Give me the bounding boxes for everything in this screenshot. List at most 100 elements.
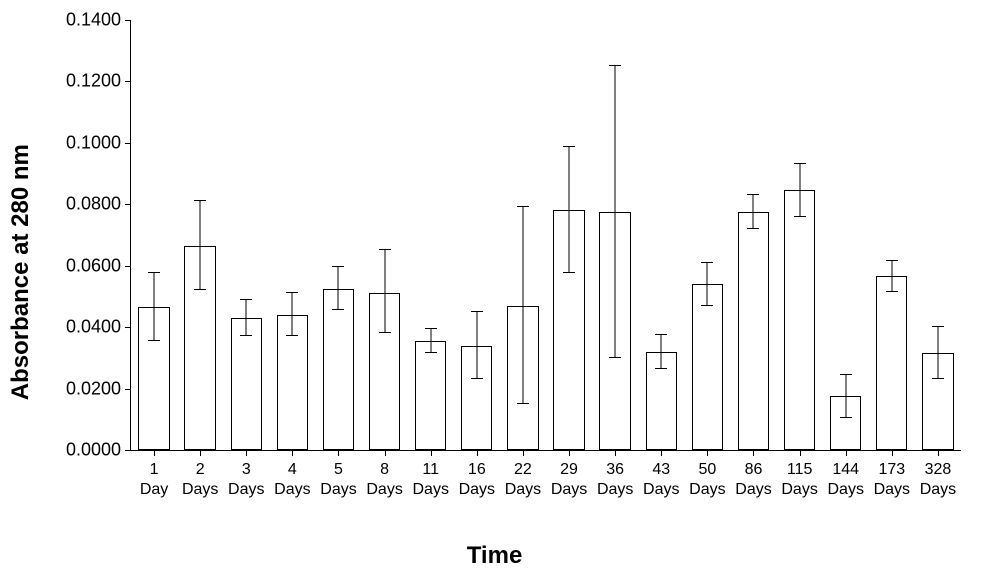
x-category-line2: Days bbox=[684, 480, 730, 500]
error-bar bbox=[707, 263, 708, 306]
bar bbox=[323, 289, 354, 450]
error-cap bbox=[747, 194, 759, 195]
error-cap bbox=[886, 260, 898, 261]
error-cap bbox=[332, 309, 344, 310]
error-bar bbox=[476, 312, 477, 380]
error-cap bbox=[471, 311, 483, 312]
x-category-line1: 1 bbox=[131, 460, 177, 480]
error-cap bbox=[379, 332, 391, 333]
error-cap bbox=[840, 417, 852, 418]
error-cap bbox=[932, 326, 944, 327]
x-category-line2: Days bbox=[408, 480, 454, 500]
error-cap bbox=[563, 272, 575, 273]
x-category-line2: Days bbox=[638, 480, 684, 500]
error-cap bbox=[148, 340, 160, 341]
error-cap bbox=[240, 335, 252, 336]
bars-layer: 1Day2Days3Days4Days5Days8Days11Days16Day… bbox=[131, 20, 961, 450]
x-category-line2: Days bbox=[777, 480, 823, 500]
error-cap bbox=[148, 272, 160, 273]
bar-slot: 8Days bbox=[362, 20, 408, 450]
x-axis-label: Time bbox=[0, 542, 989, 570]
error-cap bbox=[379, 249, 391, 250]
bar-slot: 43Days bbox=[638, 20, 684, 450]
bar-slot: 22Days bbox=[500, 20, 546, 450]
bar-slot: 11Days bbox=[408, 20, 454, 450]
x-category-line1: 50 bbox=[684, 460, 730, 480]
x-category-label: 144Days bbox=[823, 450, 869, 500]
ytick-label: 0.0800 bbox=[66, 194, 131, 215]
x-category-line2: Days bbox=[730, 480, 776, 500]
error-bar bbox=[569, 147, 570, 273]
error-cap bbox=[517, 403, 529, 404]
x-category-label: 50Days bbox=[684, 450, 730, 500]
bar bbox=[415, 341, 446, 450]
error-cap bbox=[794, 216, 806, 217]
error-bar bbox=[753, 195, 754, 229]
x-category-line2: Day bbox=[131, 480, 177, 500]
error-cap bbox=[609, 357, 621, 358]
error-cap bbox=[425, 352, 437, 353]
error-cap bbox=[194, 200, 206, 201]
x-category-line1: 22 bbox=[500, 460, 546, 480]
ytick-label: 0.1400 bbox=[66, 10, 131, 31]
error-bar bbox=[430, 329, 431, 354]
bar-slot: 36Days bbox=[592, 20, 638, 450]
bar-slot: 328Days bbox=[915, 20, 961, 450]
error-cap bbox=[286, 335, 298, 336]
x-category-label: 11Days bbox=[408, 450, 454, 500]
plot-area: 1Day2Days3Days4Days5Days8Days11Days16Day… bbox=[130, 20, 961, 451]
x-category-label: 3Days bbox=[223, 450, 269, 500]
error-cap bbox=[655, 334, 667, 335]
bar-slot: 144Days bbox=[823, 20, 869, 450]
error-cap bbox=[609, 65, 621, 66]
error-bar bbox=[338, 267, 339, 310]
error-bar bbox=[384, 250, 385, 333]
error-cap bbox=[286, 292, 298, 293]
x-category-line1: 16 bbox=[454, 460, 500, 480]
bar-slot: 115Days bbox=[777, 20, 823, 450]
error-cap bbox=[701, 305, 713, 306]
bar-slot: 2Days bbox=[177, 20, 223, 450]
x-category-line2: Days bbox=[177, 480, 223, 500]
error-cap bbox=[886, 291, 898, 292]
x-category-line1: 2 bbox=[177, 460, 223, 480]
error-bar bbox=[937, 327, 938, 379]
x-category-line1: 29 bbox=[546, 460, 592, 480]
ytick-label: 0.0200 bbox=[66, 378, 131, 399]
x-category-line1: 5 bbox=[315, 460, 361, 480]
x-category-line1: 3 bbox=[223, 460, 269, 480]
ytick-label: 0.1000 bbox=[66, 132, 131, 153]
bar bbox=[692, 284, 723, 450]
error-cap bbox=[932, 378, 944, 379]
x-category-line2: Days bbox=[869, 480, 915, 500]
error-cap bbox=[747, 228, 759, 229]
bar-slot: 1Day bbox=[131, 20, 177, 450]
error-bar bbox=[246, 300, 247, 337]
x-category-label: 1Day bbox=[131, 450, 177, 500]
x-category-label: 115Days bbox=[777, 450, 823, 500]
error-cap bbox=[794, 163, 806, 164]
x-category-line2: Days bbox=[223, 480, 269, 500]
bar bbox=[231, 318, 262, 450]
x-category-label: 43Days bbox=[638, 450, 684, 500]
ytick-label: 0.0400 bbox=[66, 317, 131, 338]
error-cap bbox=[332, 266, 344, 267]
bar bbox=[738, 212, 769, 450]
error-bar bbox=[891, 261, 892, 292]
x-category-line1: 86 bbox=[730, 460, 776, 480]
x-category-line2: Days bbox=[269, 480, 315, 500]
ytick-label: 0.1200 bbox=[66, 71, 131, 92]
error-cap bbox=[655, 368, 667, 369]
bar-slot: 86Days bbox=[730, 20, 776, 450]
x-category-label: 8Days bbox=[362, 450, 408, 500]
x-category-label: 328Days bbox=[915, 450, 961, 500]
x-category-line2: Days bbox=[915, 480, 961, 500]
bar-slot: 173Days bbox=[869, 20, 915, 450]
bar-slot: 16Days bbox=[454, 20, 500, 450]
error-cap bbox=[563, 146, 575, 147]
x-category-line1: 8 bbox=[362, 460, 408, 480]
x-category-label: 16Days bbox=[454, 450, 500, 500]
x-category-line1: 4 bbox=[269, 460, 315, 480]
error-cap bbox=[840, 374, 852, 375]
error-bar bbox=[661, 335, 662, 369]
